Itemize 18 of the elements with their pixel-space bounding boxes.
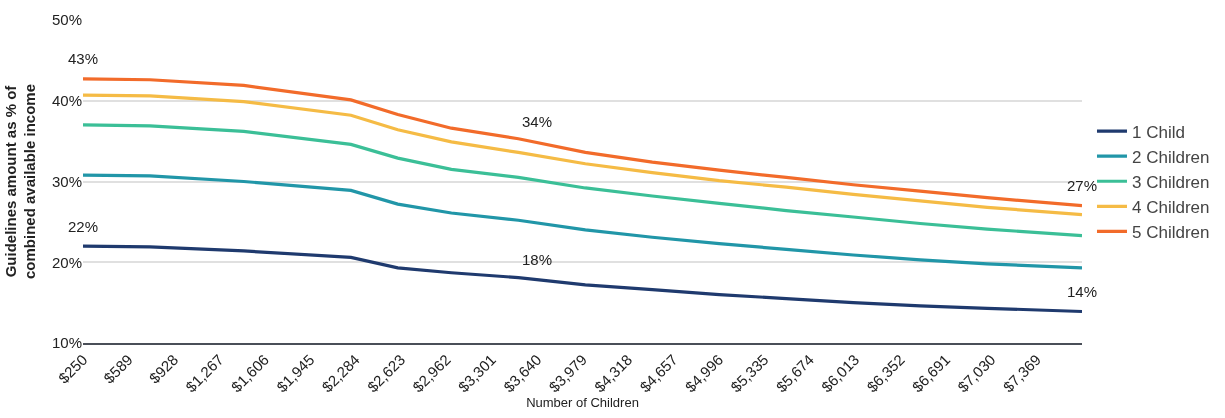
annotation: 14% — [1067, 283, 1098, 300]
x-axis-title: Number of Children — [526, 395, 639, 411]
legend-label: 5 Children — [1131, 223, 1210, 243]
legend-label: 3 Children — [1131, 172, 1210, 192]
legend-label: 1 Child — [1131, 122, 1185, 142]
y-tick-label: 40% — [51, 92, 82, 109]
legend-label: 4 Children — [1131, 197, 1210, 217]
y-tick-label: 30% — [51, 172, 82, 190]
annotation: 22% — [68, 218, 99, 235]
annotation: 27% — [1067, 177, 1098, 194]
y-tick-label: 20% — [51, 253, 82, 271]
annotation: 43% — [68, 50, 99, 67]
annotation: 34% — [522, 113, 553, 130]
y-axis-title: Guidelines amount as % of combined available income — [1, 83, 39, 280]
legend-label: 2 Children — [1131, 147, 1210, 167]
y-tick-label: 50% — [51, 11, 82, 29]
annotation: 18% — [522, 251, 553, 268]
y-tick-label: 10% — [51, 334, 82, 352]
